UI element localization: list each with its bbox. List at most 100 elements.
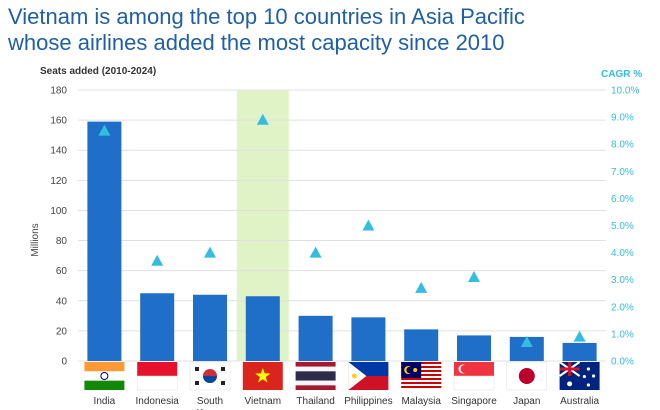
- y-tick-label: 140: [50, 146, 67, 157]
- flag-crescent-cut: [406, 366, 414, 374]
- flag-stripe: [401, 378, 442, 380]
- y-tick-label: 0: [61, 357, 67, 368]
- chart-title: Vietnam is among the top 10 countries in…: [8, 4, 658, 56]
- flag-stripe: [401, 380, 442, 382]
- cagr-marker: [520, 336, 533, 348]
- cagr-marker: [204, 246, 216, 258]
- flag-star: [413, 368, 418, 372]
- flag-stripe: [295, 385, 336, 390]
- flag-japan-icon: [506, 361, 548, 391]
- x-tick-label: Philippines: [344, 396, 392, 407]
- flag-singapore-icon: [453, 362, 495, 391]
- left-axis-title: Seats added (2010-2024): [40, 66, 157, 77]
- flag-stripe: [137, 362, 178, 376]
- flag-malaysia-icon: [401, 362, 442, 390]
- cagr-marker: [98, 124, 111, 136]
- y2-tick-label: 1.0%: [611, 329, 634, 340]
- y-tick-label: 160: [50, 116, 67, 127]
- bar: [87, 121, 122, 361]
- x-tick-label: Australia: [560, 396, 599, 407]
- flag-stripe: [295, 362, 336, 367]
- bar: [193, 294, 227, 361]
- y-tick-label: 80: [56, 236, 68, 247]
- x-tick-label-line: South: [197, 396, 223, 407]
- x-tick-label: Thailand: [296, 396, 334, 407]
- flag-star: [592, 374, 596, 378]
- bar: [351, 317, 386, 361]
- flag-thailand-icon: [295, 362, 336, 390]
- cagr-marker: [309, 246, 322, 258]
- flag-star: [567, 381, 573, 387]
- bar: [245, 296, 280, 361]
- flag-crescent-cut: [460, 365, 469, 373]
- flag-stripe: [401, 388, 442, 390]
- y-axis-label: Millions: [30, 223, 41, 256]
- flag-star: [255, 368, 271, 383]
- y2-tick-label: 6.0%: [611, 194, 634, 205]
- y2-tick-label: 3.0%: [611, 275, 634, 286]
- y2-tick-label: 2.0%: [611, 302, 634, 313]
- flag-star: [586, 367, 591, 371]
- flag-trigram: [221, 381, 225, 385]
- x-tick-label: Japan: [513, 396, 540, 407]
- y-tick-label: 20: [56, 326, 68, 337]
- flag-trigram: [195, 381, 199, 385]
- y2-tick-label: 10.0%: [611, 86, 639, 97]
- y-tick-label: 60: [56, 266, 68, 277]
- y-tick-label: 180: [50, 86, 67, 97]
- flag-star: [586, 383, 591, 387]
- flag-stripe: [401, 382, 442, 384]
- title-line-1: Vietnam is among the top 10 countries in…: [8, 4, 525, 29]
- flag-stripe: [453, 375, 495, 391]
- flag-sun: [351, 373, 357, 379]
- flag-south-korea-icon: [189, 361, 231, 391]
- bar: [140, 293, 175, 361]
- bar: [404, 329, 439, 361]
- flag-philippines-icon: [348, 362, 389, 390]
- x-tick-label: India: [94, 396, 116, 407]
- flag-stripe: [295, 371, 336, 381]
- bar: [298, 315, 333, 361]
- x-tick-label: SouthKorea: [197, 396, 224, 410]
- x-tick-label: Singapore: [451, 396, 497, 407]
- flag-stripe: [401, 384, 442, 386]
- y2-tick-label: 7.0%: [611, 167, 634, 178]
- x-tick-label: Vietnam: [245, 396, 282, 407]
- flag-trigram: [195, 367, 199, 371]
- flag-indonesia-icon: [136, 362, 178, 391]
- flag-stripe: [84, 362, 125, 372]
- flag-stripe: [84, 380, 125, 390]
- y-tick-label: 40: [56, 296, 68, 307]
- flag-stripe: [295, 366, 336, 372]
- flag-cross: [559, 367, 580, 371]
- cagr-marker: [415, 281, 428, 293]
- bar: [562, 342, 597, 361]
- flag-india-icon: [84, 362, 125, 390]
- flag-star: [582, 374, 587, 379]
- y2-tick-label: 5.0%: [611, 221, 634, 232]
- flag-trigram: [221, 367, 225, 371]
- right-axis-title: CAGR %: [601, 69, 643, 80]
- y2-tick-label: 4.0%: [611, 248, 634, 259]
- y2-tick-label: 0.0%: [611, 357, 634, 368]
- bar: [457, 335, 491, 361]
- x-tick-label: Malaysia: [401, 396, 441, 407]
- cagr-marker: [468, 270, 480, 282]
- y2-tick-label: 9.0%: [611, 113, 634, 124]
- x-tick-label: Indonesia: [136, 396, 180, 407]
- flag-australia-icon: [559, 361, 600, 390]
- flag-stripe: [401, 386, 442, 388]
- flag-stripe: [136, 375, 178, 391]
- cagr-marker: [256, 113, 269, 125]
- title-line-2: whose airlines added the most capacity s…: [8, 30, 505, 55]
- cagr-marker: [573, 330, 586, 342]
- flag-vietnam-icon: [242, 362, 283, 390]
- cagr-marker: [362, 219, 375, 231]
- y2-tick-label: 8.0%: [611, 140, 634, 151]
- cagr-marker: [151, 254, 164, 266]
- flag-wheel: [100, 372, 109, 380]
- flag-sun: [518, 368, 535, 384]
- flag-circle-half: [203, 376, 217, 383]
- flag-stripe: [84, 371, 125, 381]
